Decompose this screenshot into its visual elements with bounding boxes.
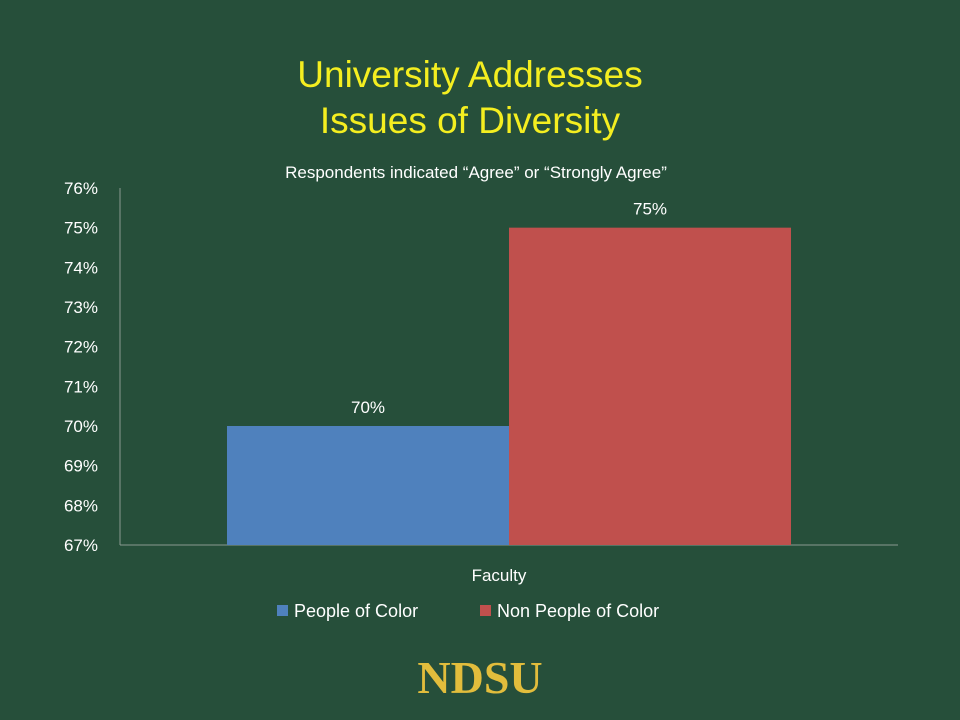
y-tick-label: 76%: [64, 179, 98, 198]
slide-title-line-2: Issues of Diversity: [319, 100, 621, 141]
bar-data-label: 75%: [633, 200, 667, 219]
slide-title: University Addresses Issues of Diversity: [0, 52, 940, 144]
y-tick-label: 72%: [64, 338, 98, 357]
legend-swatch: [277, 605, 288, 616]
legend-label: Non People of Color: [497, 601, 659, 621]
legend-swatch: [480, 605, 491, 616]
y-tick-label: 69%: [64, 457, 98, 476]
slide-title-line-1: University Addresses: [297, 54, 643, 95]
legend-label: People of Color: [294, 601, 418, 621]
y-tick-label: 75%: [64, 219, 98, 238]
ndsu-logo: NDSU: [417, 652, 543, 703]
y-tick-label: 73%: [64, 298, 98, 317]
bar-data-label: 70%: [351, 398, 385, 417]
chart-title: Respondents indicated “Agree” or “Strong…: [285, 163, 667, 182]
y-tick-label: 70%: [64, 417, 98, 436]
y-tick-label: 68%: [64, 496, 98, 515]
x-category-label: Faculty: [472, 566, 527, 585]
y-tick-label: 67%: [64, 536, 98, 555]
y-tick-label: 71%: [64, 377, 98, 396]
y-tick-label: 74%: [64, 258, 98, 277]
bar-non-people-of-color: [509, 227, 791, 545]
bar-people-of-color: [227, 426, 509, 545]
